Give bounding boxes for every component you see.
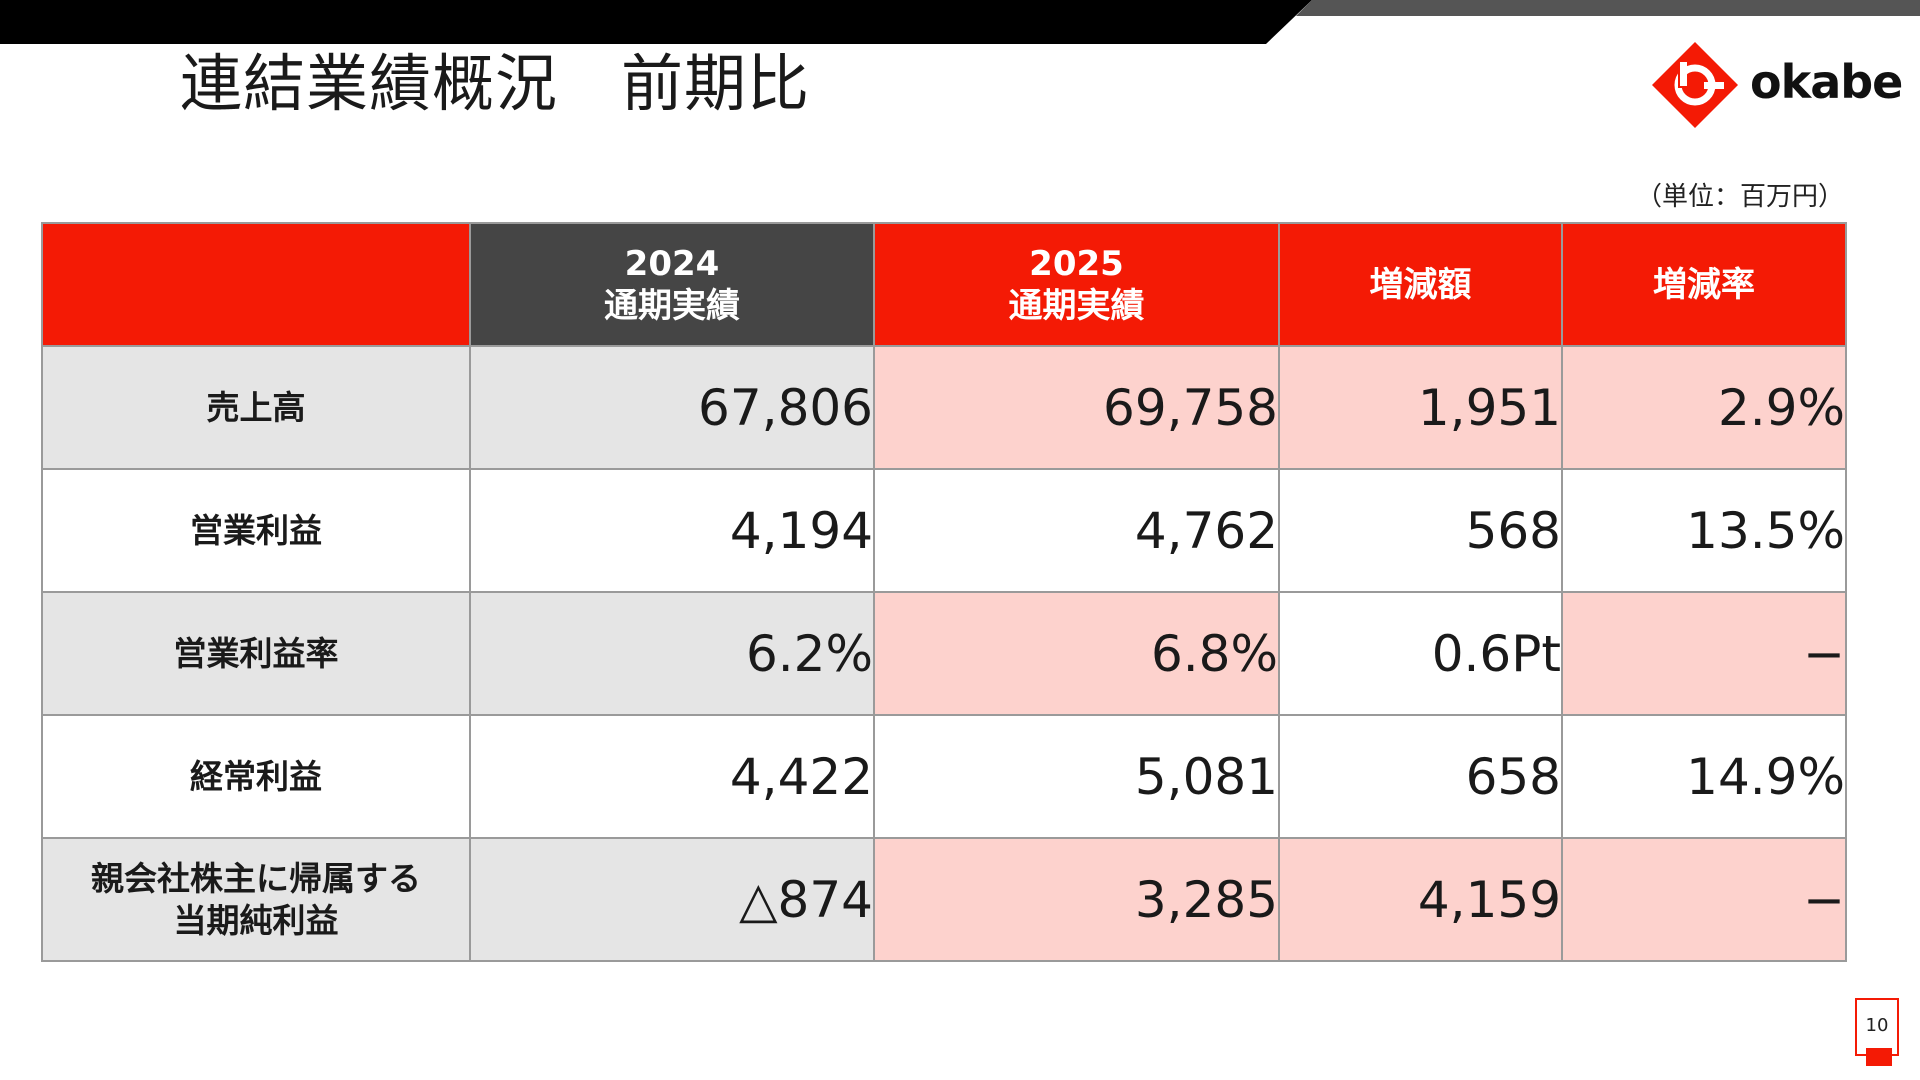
header-2024-label: 2024 通期実績 bbox=[604, 243, 740, 326]
row-label: 営業利益 bbox=[41, 468, 471, 593]
logo-wordmark: okabe bbox=[1750, 55, 1903, 109]
value-change-amount: 0.6Pt bbox=[1278, 591, 1563, 716]
page-number-tab bbox=[1866, 1048, 1892, 1066]
value-change-amount: 1,951 bbox=[1278, 345, 1563, 470]
value-2024: △874 bbox=[469, 837, 875, 962]
value-change-amount: 568 bbox=[1278, 468, 1563, 593]
table-row: 営業利益率 6.2% 6.8% 0.6Pt − bbox=[41, 591, 1847, 716]
value-2024: 67,806 bbox=[469, 345, 875, 470]
value-2025: 6.8% bbox=[873, 591, 1280, 716]
value-2025: 4,762 bbox=[873, 468, 1280, 593]
table-header-row: 2024 通期実績 2025 通期実績 増減額 増減率 bbox=[41, 222, 1847, 347]
unit-note: （単位：百万円） bbox=[1635, 182, 1844, 212]
company-logo: okabe bbox=[1650, 40, 1903, 130]
value-change-rate: 14.9% bbox=[1561, 714, 1847, 839]
value-change-rate: 13.5% bbox=[1561, 468, 1847, 593]
page-number-box: 10 bbox=[1855, 998, 1899, 1056]
row-label: 営業利益率 bbox=[41, 591, 471, 716]
table-row: 経常利益 4,422 5,081 658 14.9% bbox=[41, 714, 1847, 839]
value-2024: 6.2% bbox=[469, 591, 875, 716]
header-change-rate: 増減率 bbox=[1561, 222, 1847, 347]
okabe-logo-mark-icon bbox=[1652, 42, 1738, 128]
header-change-amount: 増減額 bbox=[1278, 222, 1563, 347]
row-label: 売上高 bbox=[41, 345, 471, 470]
header-change-amount-label: 増減額 bbox=[1369, 264, 1472, 305]
value-2025: 5,081 bbox=[873, 714, 1280, 839]
value-change-rate: − bbox=[1561, 837, 1847, 962]
value-change-rate: 2.9% bbox=[1561, 345, 1847, 470]
value-2025: 69,758 bbox=[873, 345, 1280, 470]
row-label: 親会社株主に帰属する 当期純利益 bbox=[41, 837, 471, 962]
header-2025-results: 2025 通期実績 bbox=[873, 222, 1280, 347]
table-row: 売上高 67,806 69,758 1,951 2.9% bbox=[41, 345, 1847, 470]
value-change-rate: − bbox=[1561, 591, 1847, 716]
page-title: 連結業績概況 前期比 bbox=[180, 47, 811, 120]
row-label: 経常利益 bbox=[41, 714, 471, 839]
value-2024: 4,422 bbox=[469, 714, 875, 839]
header-2024-results: 2024 通期実績 bbox=[469, 222, 875, 347]
value-change-amount: 658 bbox=[1278, 714, 1563, 839]
table-row: 営業利益 4,194 4,762 568 13.5% bbox=[41, 468, 1847, 593]
consolidated-results-table: 2024 通期実績 2025 通期実績 増減額 増減率 売上高 67,806 6… bbox=[41, 222, 1847, 962]
table-row: 親会社株主に帰属する 当期純利益 △874 3,285 4,159 − bbox=[41, 837, 1847, 962]
page-number: 10 bbox=[1865, 1015, 1889, 1036]
header-change-rate-label: 増減率 bbox=[1653, 264, 1755, 305]
value-change-amount: 4,159 bbox=[1278, 837, 1563, 962]
value-2024: 4,194 bbox=[469, 468, 875, 593]
top-banner-bar bbox=[0, 0, 1920, 48]
value-2025: 3,285 bbox=[873, 837, 1280, 962]
header-corner-cell bbox=[41, 222, 471, 347]
header-2025-label: 2025 通期実績 bbox=[1008, 243, 1145, 326]
